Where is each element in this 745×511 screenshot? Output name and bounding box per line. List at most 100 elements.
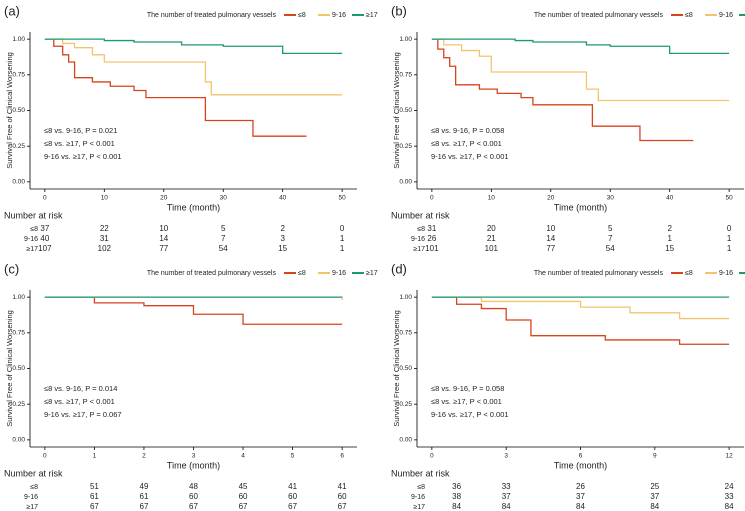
- y-tick-label: 1.00: [12, 36, 25, 43]
- x-tick-label: 50: [726, 195, 734, 202]
- legend-label: 9-16: [332, 270, 346, 277]
- y-axis-label: Survival Free of Clinical Worsening: [392, 52, 401, 169]
- risk-count: 1: [667, 234, 672, 243]
- p-value-note: 9-16 vs. ≥17, P < 0.001: [431, 152, 509, 161]
- y-tick-label: 0.75: [12, 72, 25, 79]
- survival-curve: [44, 38, 343, 96]
- y-tick-label: 0.00: [399, 437, 412, 444]
- risk-table-title: Number at risk: [391, 210, 450, 220]
- x-tick-label: 30: [220, 195, 228, 202]
- x-tick-label: 20: [160, 195, 168, 202]
- p-value-note: ≤8 vs. 9-16, P = 0.021: [44, 126, 117, 135]
- survival-curve: [431, 38, 694, 142]
- x-tick-label: 1: [93, 453, 97, 460]
- risk-count: 37: [502, 492, 511, 501]
- p-value-note: ≤8 vs. 9-16, P = 0.058: [431, 126, 504, 135]
- risk-count: 84: [502, 502, 511, 511]
- risk-count: 60: [338, 492, 347, 501]
- y-tick-label: 0.75: [399, 72, 412, 79]
- risk-count: 2: [667, 224, 672, 233]
- x-tick-label: 5: [291, 453, 295, 460]
- risk-count: 0: [727, 224, 732, 233]
- panel-label: (c): [4, 261, 19, 276]
- risk-count: 61: [90, 492, 99, 501]
- risk-count: 54: [219, 244, 228, 253]
- risk-count: 7: [608, 234, 613, 243]
- y-tick-label: 0.00: [12, 437, 25, 444]
- risk-count: 33: [725, 492, 734, 501]
- y-tick-label: 0.25: [399, 143, 412, 150]
- legend-title: The number of treated pulmonary vessels: [147, 270, 277, 277]
- x-tick-label: 10: [101, 195, 109, 202]
- risk-count: 5: [608, 224, 613, 233]
- y-axis-label: Survival Free of Clinical Worsening: [5, 52, 14, 169]
- risk-count: 37: [650, 492, 659, 501]
- risk-count: 67: [288, 502, 297, 511]
- risk-count: 37: [576, 492, 585, 501]
- risk-count: 31: [427, 224, 436, 233]
- risk-row-label: ≤8: [30, 484, 38, 491]
- risk-count: 7: [221, 234, 226, 243]
- survival-curve: [431, 296, 730, 345]
- risk-count: 21: [487, 234, 496, 243]
- risk-count: 77: [159, 244, 168, 253]
- legend-title: The number of treated pulmonary vessels: [534, 270, 664, 277]
- y-tick-label: 0.00: [12, 179, 25, 186]
- p-value-note: 9-16 vs. ≥17, P = 0.067: [44, 410, 122, 419]
- risk-count: 101: [485, 244, 499, 253]
- y-tick-label: 0.50: [12, 107, 25, 114]
- legend-label: 9-16: [719, 270, 733, 277]
- y-tick-label: 0.50: [399, 107, 412, 114]
- risk-count: 102: [98, 244, 112, 253]
- risk-count: 24: [725, 482, 734, 491]
- survival-curve: [431, 38, 730, 102]
- y-axis-label: Survival Free of Clinical Worsening: [5, 310, 14, 427]
- risk-count: 38: [452, 492, 461, 501]
- risk-count: 67: [140, 502, 149, 511]
- risk-count: 40: [40, 234, 49, 243]
- risk-count: 37: [40, 224, 49, 233]
- risk-count: 54: [606, 244, 615, 253]
- p-value-note: 9-16 vs. ≥17, P < 0.001: [44, 152, 122, 161]
- risk-count: 60: [239, 492, 248, 501]
- risk-count: 51: [90, 482, 99, 491]
- risk-count: 41: [288, 482, 297, 491]
- risk-count: 60: [189, 492, 198, 501]
- risk-count: 41: [338, 482, 347, 491]
- y-tick-label: 1.00: [399, 36, 412, 43]
- risk-row-label: ≥17: [26, 246, 38, 253]
- risk-count: 49: [140, 482, 149, 491]
- risk-count: 22: [100, 224, 109, 233]
- survival-curve: [44, 38, 307, 137]
- risk-row-label: ≤8: [417, 484, 425, 491]
- x-tick-label: 6: [579, 453, 583, 460]
- p-value-note: 9-16 vs. ≥17, P < 0.001: [431, 410, 509, 419]
- p-value-note: ≤8 vs. ≥17, P < 0.001: [431, 139, 502, 148]
- x-tick-label: 0: [430, 453, 434, 460]
- risk-count: 1: [727, 244, 732, 253]
- risk-count: 101: [425, 244, 439, 253]
- risk-table-title: Number at risk: [4, 468, 63, 478]
- risk-count: 31: [100, 234, 109, 243]
- risk-count: 48: [189, 482, 198, 491]
- x-tick-label: 20: [547, 195, 555, 202]
- y-axis-label: Survival Free of Clinical Worsening: [392, 310, 401, 427]
- p-value-note: ≤8 vs. ≥17, P < 0.001: [431, 397, 502, 406]
- risk-table-title: Number at risk: [391, 468, 450, 478]
- panel-label: (d): [391, 261, 407, 276]
- risk-count: 14: [159, 234, 168, 243]
- x-tick-label: 30: [607, 195, 615, 202]
- risk-count: 20: [487, 224, 496, 233]
- x-tick-label: 4: [241, 453, 245, 460]
- risk-count: 2: [280, 224, 285, 233]
- risk-count: 67: [90, 502, 99, 511]
- risk-row-label: 9-16: [411, 236, 425, 243]
- x-tick-label: 12: [726, 453, 734, 460]
- p-value-note: ≤8 vs. ≥17, P < 0.001: [44, 397, 115, 406]
- risk-count: 67: [239, 502, 248, 511]
- legend-title: The number of treated pulmonary vessels: [147, 12, 277, 19]
- x-axis-label: Time (month): [554, 460, 607, 470]
- risk-count: 3: [280, 234, 285, 243]
- p-value-note: ≤8 vs. 9-16, P = 0.058: [431, 384, 504, 393]
- risk-count: 84: [725, 502, 734, 511]
